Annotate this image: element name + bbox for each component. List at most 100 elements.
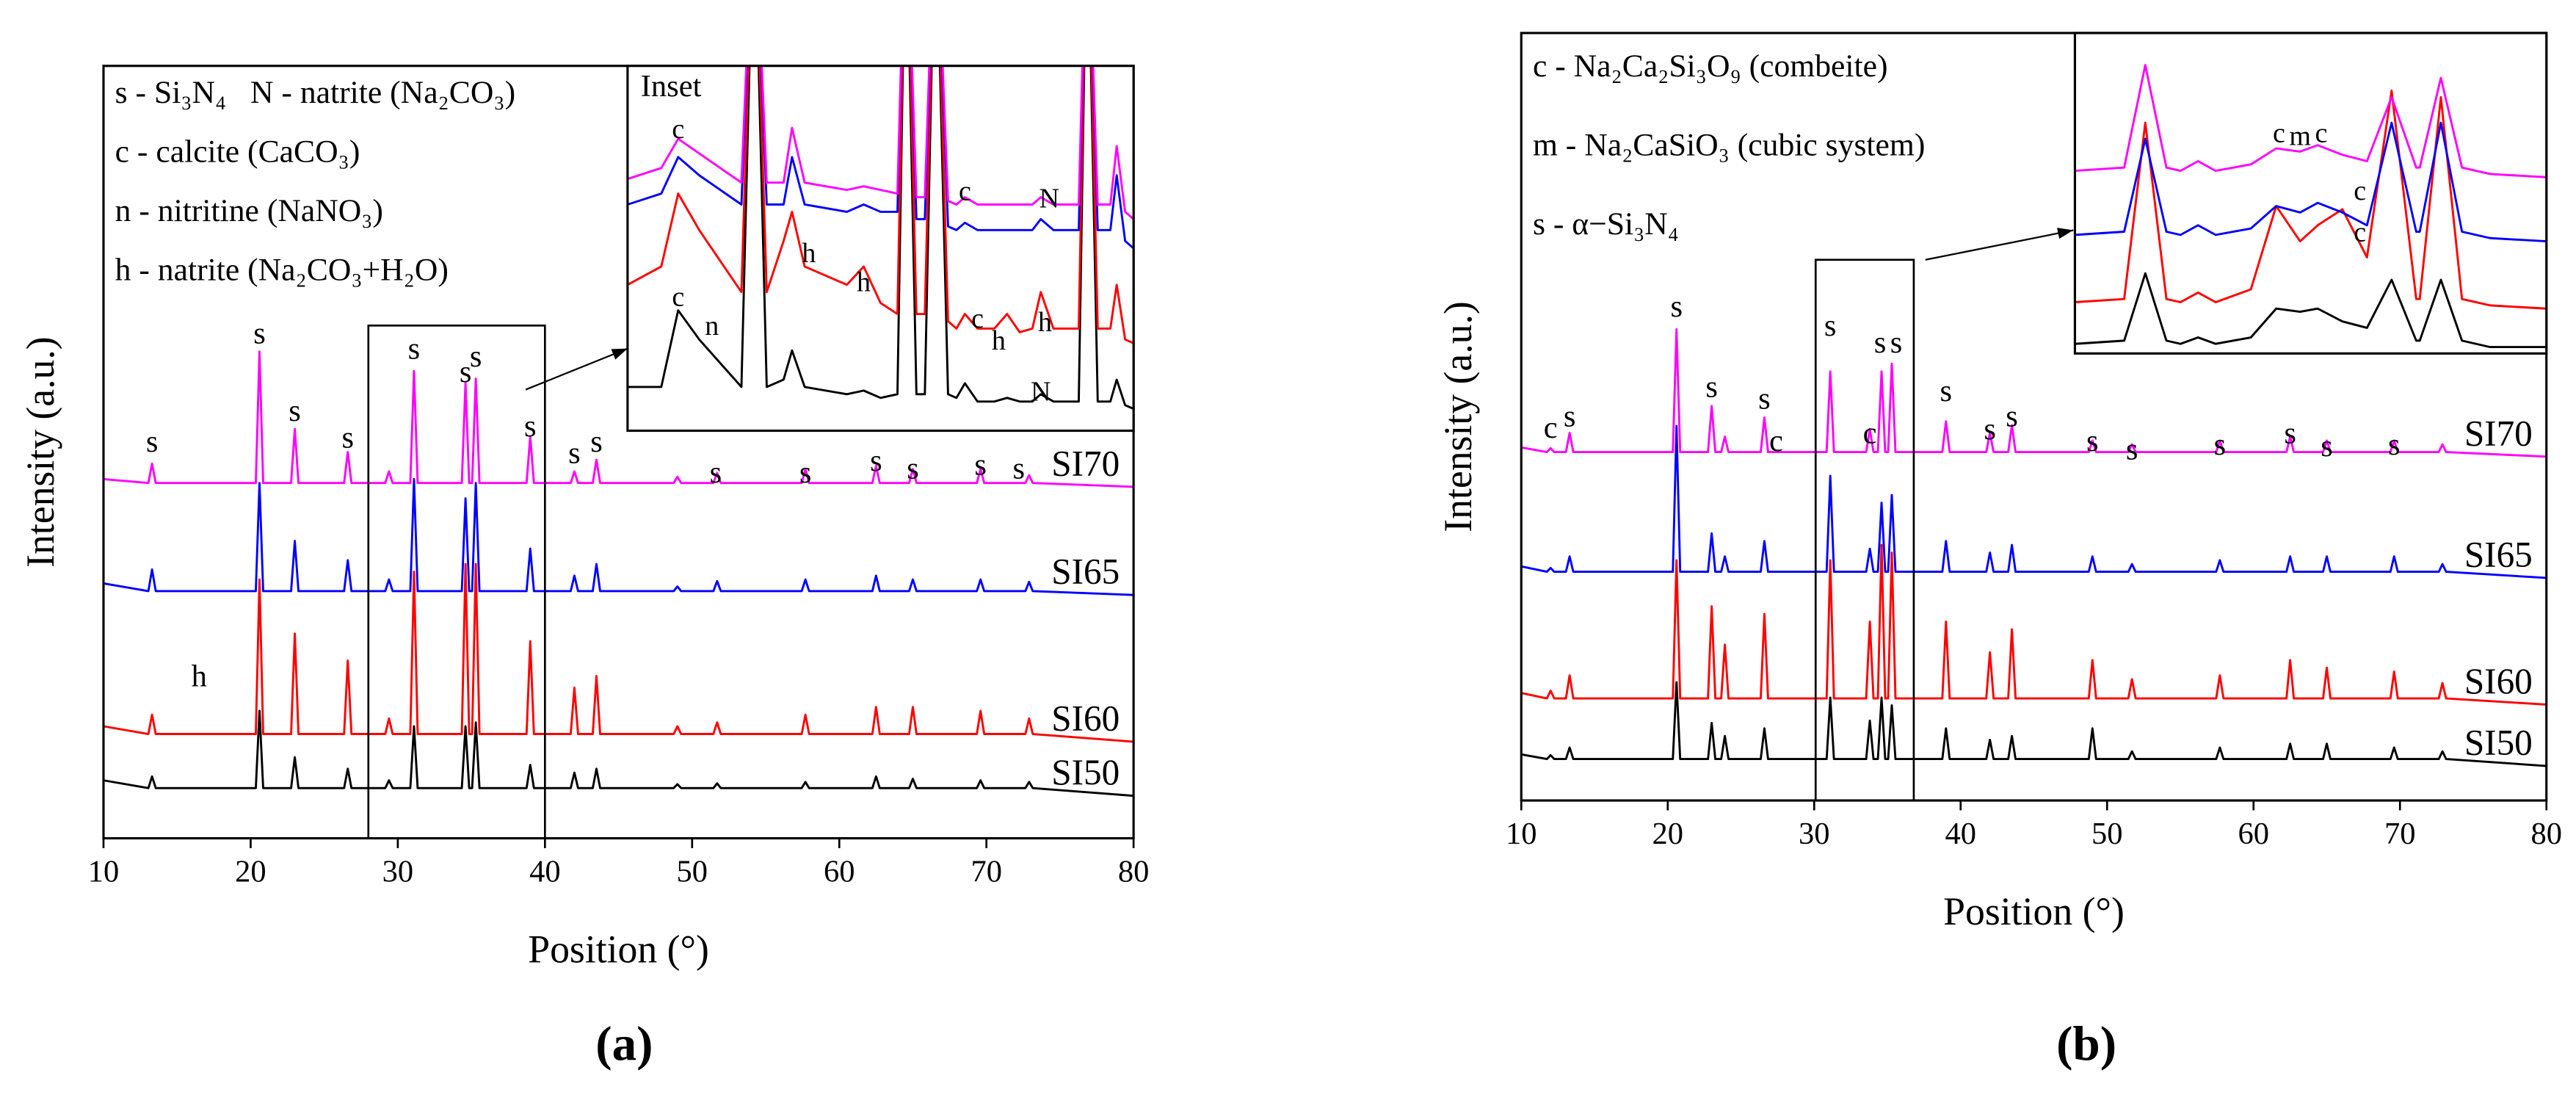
- series-label: SI50: [1051, 752, 1120, 792]
- peak-label: m: [2289, 121, 2311, 152]
- x-tick-label: 20: [1652, 817, 1684, 851]
- series-label: SI70: [2464, 413, 2533, 453]
- series-line: [1521, 681, 2547, 767]
- peak-label: s: [1564, 399, 1576, 433]
- peak-label: c: [2273, 117, 2285, 148]
- legend-text: s - Si₃N₄ N - natrite (Na₂CO₃): [115, 75, 515, 110]
- series-label: SI65: [1051, 552, 1120, 592]
- peak-label: c: [672, 114, 684, 145]
- series-line: [1521, 328, 2547, 458]
- arrow-head: [2057, 228, 2074, 239]
- peak-label: c: [2354, 217, 2366, 248]
- series-line: [103, 563, 1134, 743]
- series-line: [2075, 272, 2547, 349]
- y-axis-label: Intensity (a.u.): [18, 336, 62, 568]
- peak-label: s: [1940, 374, 1953, 408]
- zoom-box: [1814, 258, 1915, 802]
- x-tick-label: 60: [2238, 817, 2269, 851]
- series-line: [2075, 121, 2547, 243]
- legend-text: s - α−Si₃N₄: [1533, 206, 1679, 242]
- peak-label: s: [408, 332, 421, 366]
- series-line: [627, 65, 1134, 220]
- panel-label: (a): [595, 1016, 653, 1071]
- x-tick-label: 60: [824, 854, 855, 889]
- peak-label: s: [524, 409, 537, 444]
- peak-label: s: [710, 455, 722, 490]
- legend-text: c - calcite (CaCO₃): [115, 134, 360, 170]
- peak-label: s: [2388, 427, 2401, 462]
- x-tick-label: 10: [1506, 817, 1537, 851]
- peak-label: N: [1031, 377, 1051, 408]
- peak-label: s: [289, 394, 301, 428]
- series-line: [103, 709, 1134, 798]
- peak-label: h: [1038, 307, 1052, 338]
- peak-label: N: [1040, 183, 1059, 214]
- series-label: SI60: [1051, 698, 1120, 738]
- arrow-line: [1925, 229, 2074, 261]
- inset-background: [627, 65, 1134, 431]
- x-tick-label: 10: [88, 854, 119, 889]
- x-tick-label: 70: [970, 854, 1001, 889]
- peak-label: s: [2126, 432, 2138, 466]
- peak-label: s: [1758, 381, 1771, 416]
- peak-label: s: [2006, 399, 2018, 433]
- arrow-line: [525, 347, 628, 391]
- peak-label: s: [590, 424, 603, 459]
- peak-label: c: [1863, 416, 1877, 450]
- peak-label: s: [1890, 325, 1903, 360]
- x-axis-label: Position (°): [528, 927, 709, 971]
- peak-label: s: [1824, 308, 1837, 343]
- peak-label: c: [1544, 411, 1558, 445]
- series-line: [103, 477, 1134, 596]
- arrow-head: [611, 348, 628, 360]
- x-tick-label: 80: [1118, 854, 1149, 889]
- legend-text: n - nitritine (NaNO₃): [115, 193, 383, 228]
- x-tick-label: 70: [2384, 817, 2416, 851]
- peak-label: h: [992, 325, 1006, 356]
- peak-label: h: [857, 267, 871, 298]
- series-label: SI65: [2464, 534, 2533, 574]
- peak-label: s: [1670, 289, 1683, 324]
- peak-label: s: [1013, 452, 1026, 486]
- series-line: [627, 65, 1134, 344]
- peak-label: s: [460, 355, 472, 389]
- y-axis-label: Intensity (a.u.): [1436, 301, 1480, 532]
- zoom-box: [367, 324, 546, 839]
- x-tick-label: 20: [235, 854, 266, 889]
- inset-title: Inset: [641, 69, 702, 104]
- series-line: [103, 350, 1134, 488]
- legend-text: h - natrite (Na₂CO₃+H₂O): [115, 253, 449, 288]
- series-line: [2075, 64, 2547, 178]
- peak-label: s: [2086, 424, 2099, 458]
- plot-frame: [1520, 32, 2548, 802]
- peak-label: s: [253, 317, 266, 351]
- peak-label: h: [802, 238, 816, 269]
- peak-label: c: [2315, 117, 2328, 148]
- x-tick-label: 50: [2091, 817, 2123, 851]
- peak-label: n: [705, 311, 719, 341]
- panel-label: (b): [2056, 1016, 2116, 1071]
- x-tick-label: 80: [2530, 817, 2562, 851]
- peak-label: s: [974, 447, 987, 482]
- peak-label: s: [2284, 416, 2296, 450]
- peak-label: s: [470, 339, 482, 374]
- x-tick-label: 50: [677, 854, 708, 889]
- peak-label: c: [2354, 176, 2366, 206]
- plot-frame: [2073, 32, 2548, 355]
- x-axis-label: Position (°): [1943, 889, 2125, 933]
- peak-label: s: [1705, 370, 1718, 405]
- peak-label: s: [146, 424, 159, 459]
- plot-frame: [102, 65, 1135, 840]
- series-label: SI70: [1051, 443, 1120, 483]
- peak-label: s: [2321, 429, 2333, 463]
- peak-label: c: [1769, 424, 1783, 458]
- peak-label: s: [1984, 412, 1996, 446]
- peak-label: s: [1874, 325, 1887, 360]
- peak-label: c: [959, 176, 971, 206]
- peak-label: c: [672, 281, 684, 312]
- peak-label: c: [971, 303, 984, 334]
- peak-label: s: [907, 452, 919, 486]
- peak-label: s: [870, 444, 882, 478]
- peak-label: h: [192, 659, 207, 694]
